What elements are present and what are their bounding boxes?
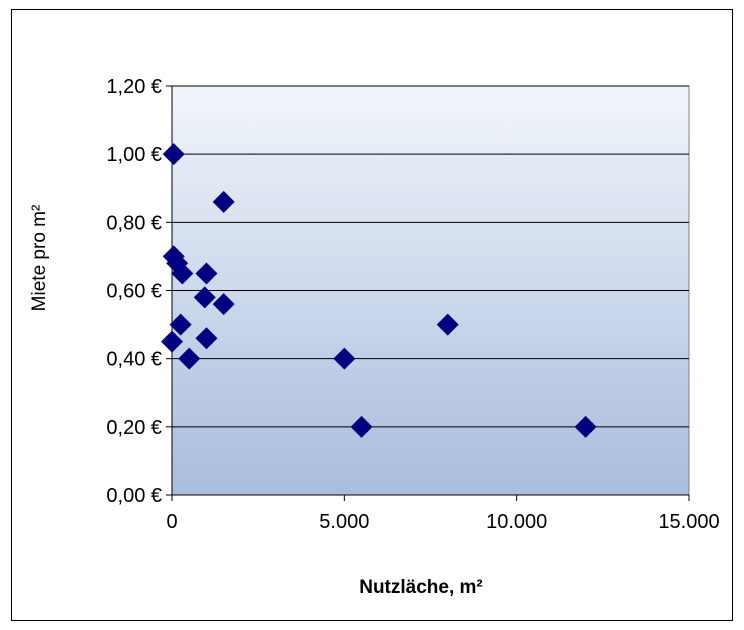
x-axis-ticks: 0 5.000 10.000 15.000	[166, 495, 720, 533]
x-tick-label: 0	[166, 511, 177, 533]
y-tick-label: 1,20 €	[106, 76, 162, 98]
data-point	[212, 293, 235, 316]
y-tick-label: 1,00 €	[106, 144, 162, 166]
data-point	[350, 415, 373, 438]
data-point	[195, 262, 218, 285]
x-tick-label: 5.000	[319, 511, 369, 533]
data-point	[169, 313, 192, 336]
data-point	[574, 415, 597, 438]
data-point	[436, 313, 459, 336]
y-tick-label: 0,60 €	[106, 281, 162, 303]
y-axis-ticks: 0,00 € 0,20 € 0,40 € 0,60 € 0,80 € 1,00 € 1,20…	[106, 76, 172, 507]
data-point	[171, 262, 194, 285]
x-tick-label: 10.000	[486, 511, 547, 533]
data-point	[161, 330, 183, 353]
y-axis-title: Miete pro m²	[29, 205, 50, 312]
data-point	[333, 347, 356, 370]
y-tick-label: 0,80 €	[106, 212, 162, 234]
data-point	[193, 286, 216, 309]
y-tick-label: 0,40 €	[106, 349, 162, 371]
data-point	[178, 347, 201, 370]
data-point	[162, 143, 185, 166]
x-tick-label: 15.000	[658, 511, 719, 533]
data-point	[212, 190, 235, 213]
gridlines	[172, 85, 689, 428]
x-axis-title: Nutzläche, m²	[359, 577, 483, 598]
y-tick-label: 0,20 €	[106, 417, 162, 439]
y-tick-label: 0,00 €	[106, 485, 162, 507]
data-point	[195, 327, 218, 350]
data-points	[161, 143, 597, 438]
